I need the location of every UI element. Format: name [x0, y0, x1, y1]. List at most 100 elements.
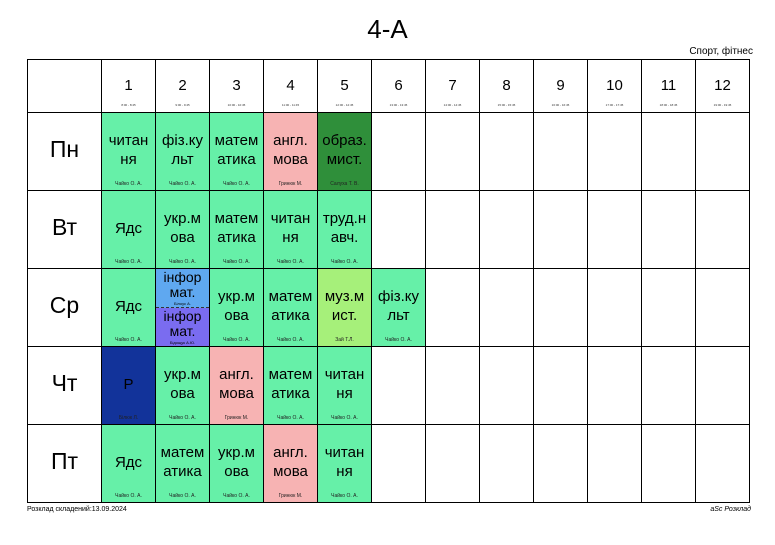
day-label-cell: Пн: [27, 112, 102, 191]
lesson-teacher: Чайко О. А.: [169, 415, 196, 421]
lesson-cell[interactable]: читан ня Чайко О. А.: [317, 424, 372, 503]
timetable-cell: [587, 268, 642, 347]
lesson-block[interactable]: укр.м ова Чайко О. А.: [210, 425, 263, 502]
lesson-block[interactable]: матем атика Чайко О. А.: [264, 347, 317, 424]
timetable-cell: [533, 424, 588, 503]
lesson-cell[interactable]: труд.н авч. Чайко О. А.: [317, 190, 372, 269]
lesson-teacher: Бідощук А.Ю.: [169, 340, 196, 345]
lesson-subject: укр.м ова: [218, 288, 255, 324]
timetable-cell: [425, 346, 480, 425]
day-name: Ср: [49, 292, 80, 318]
lesson-cell[interactable]: англ. мова Гринюк М.: [263, 112, 318, 191]
timetable-cell: [371, 190, 426, 269]
lesson-cell[interactable]: Ядс Чайко О. А.: [101, 424, 156, 503]
lesson-block[interactable]: матем атика Чайко О. А.: [210, 191, 263, 268]
lesson-block[interactable]: укр.м ова Чайко О. А.: [156, 191, 209, 268]
day-row: Чт Р Білюк Л. укр.м ова Чайко О. А. англ. мова Г…: [27, 346, 750, 425]
lesson-subject: укр.м ова: [164, 210, 201, 246]
timetable-cell: [425, 424, 480, 503]
period-header-6: 6 13:00 - 13:45: [371, 59, 426, 113]
lesson-block[interactable]: англ. мова Гринюк М.: [264, 425, 317, 502]
lesson-teacher: Гринюк М.: [224, 415, 249, 421]
lesson-block[interactable]: Ядс Чайко О. А.: [102, 425, 155, 502]
lesson-cell[interactable]: муз.м ист. Зай Т.Л.: [317, 268, 372, 347]
lesson-block[interactable]: фіз.ку льт Чайко О. А.: [372, 269, 425, 346]
lesson-cell[interactable]: англ. мова Гринюк М.: [263, 424, 318, 503]
lesson-block[interactable]: Р Білюк Л.: [102, 347, 155, 424]
lesson-block[interactable]: матем атика Чайко О. А.: [264, 269, 317, 346]
lesson-cell[interactable]: читан ня Чайко О. А.: [317, 346, 372, 425]
lesson-cell[interactable]: Ядс Чайко О. А.: [101, 268, 156, 347]
day-name: Пн: [49, 136, 80, 162]
timetable-cell: [641, 190, 696, 269]
lesson-cell[interactable]: Ядс Чайко О. А.: [101, 190, 156, 269]
lesson-block[interactable]: муз.м ист. Зай Т.Л.: [318, 269, 371, 346]
lesson-block[interactable]: образ. мист. Салуха Т. В.: [318, 113, 371, 190]
timetable-cell: [695, 424, 750, 503]
lesson-cell[interactable]: англ. мова Гринюк М.: [209, 346, 264, 425]
lesson-subject: англ. мова: [273, 132, 308, 168]
day-row: Ср Ядс Чайко О. А. інфор мат. Білоус А. інфор м…: [27, 268, 750, 347]
lesson-cell[interactable]: укр.м ова Чайко О. А.: [155, 346, 210, 425]
timetable-cell: [695, 346, 750, 425]
lesson-cell[interactable]: укр.м ова Чайко О. А.: [209, 424, 264, 503]
period-time: 17:00 - 17:45: [605, 103, 624, 107]
lesson-cell[interactable]: Р Білюк Л.: [101, 346, 156, 425]
lesson-block[interactable]: укр.м ова Чайко О. А.: [210, 269, 263, 346]
lesson-teacher: Салуха Т. В.: [330, 181, 359, 187]
lesson-teacher: Чайко О. А.: [277, 337, 304, 343]
lesson-cell[interactable]: читан ня Чайко О. А.: [263, 190, 318, 269]
lesson-block-group-2[interactable]: інфор мат. Бідощук А.Ю.: [156, 308, 209, 346]
timetable-cell: [587, 190, 642, 269]
lesson-teacher: Чайко О. А.: [223, 337, 250, 343]
lesson-block[interactable]: читан ня Чайко О. А.: [264, 191, 317, 268]
lesson-teacher: Чайко О. А.: [115, 337, 142, 343]
lesson-block[interactable]: читан ня Чайко О. А.: [318, 425, 371, 502]
footer-app-name: aSc Розклад: [710, 506, 751, 513]
lesson-subject: матем атика: [268, 366, 313, 402]
timetable-cell: [641, 424, 696, 503]
lesson-teacher: Чайко О. А.: [223, 493, 250, 499]
lesson-cell[interactable]: укр.м ова Чайко О. А.: [155, 190, 210, 269]
day-label-cell: Чт: [27, 346, 102, 425]
lesson-cell[interactable]: матем атика Чайко О. А.: [263, 268, 318, 347]
timetable-cell: [587, 424, 642, 503]
lesson-block[interactable]: Ядс Чайко О. А.: [102, 269, 155, 346]
lesson-block[interactable]: читан ня Чайко О. А.: [102, 113, 155, 190]
lesson-teacher: Чайко О. А.: [169, 259, 196, 265]
period-number: 6: [394, 77, 403, 94]
lesson-cell[interactable]: укр.м ова Чайко О. А.: [209, 268, 264, 347]
lesson-block[interactable]: читан ня Чайко О. А.: [318, 347, 371, 424]
lesson-cell[interactable]: матем атика Чайко О. А.: [209, 112, 264, 191]
lesson-teacher: Чайко О. А.: [169, 181, 196, 187]
lesson-cell[interactable]: образ. мист. Салуха Т. В.: [317, 112, 372, 191]
lesson-cell[interactable]: фіз.ку льт Чайко О. А.: [371, 268, 426, 347]
period-number: 3: [232, 77, 241, 94]
lesson-block[interactable]: матем атика Чайко О. А.: [156, 425, 209, 502]
timetable-cell: [425, 112, 480, 191]
period-header-3: 3 10:00 - 10:45: [209, 59, 264, 113]
lesson-block[interactable]: Ядс Чайко О. А.: [102, 191, 155, 268]
lesson-block[interactable]: укр.м ова Чайко О. А.: [156, 347, 209, 424]
period-time: 8:00 - 8:45: [121, 103, 136, 107]
lesson-teacher: Чайко О. А.: [331, 493, 358, 499]
lesson-subject: Ядс: [114, 220, 143, 237]
lesson-block[interactable]: матем атика Чайко О. А.: [210, 113, 263, 190]
lesson-cell[interactable]: матем атика Чайко О. А.: [155, 424, 210, 503]
lesson-subject: читан ня: [324, 444, 365, 480]
timetable-cell[interactable]: інфор мат. Білоус А. інфор мат. Бідощук А.Ю.: [155, 268, 210, 347]
period-number: 8: [502, 77, 511, 94]
lesson-block-group-1[interactable]: інфор мат. Білоус А.: [156, 269, 209, 308]
lesson-block[interactable]: англ. мова Гринюк М.: [264, 113, 317, 190]
day-row: Вт Ядс Чайко О. А. укр.м ова Чайко О. А. матем…: [27, 190, 750, 269]
lesson-cell[interactable]: читан ня Чайко О. А.: [101, 112, 156, 191]
lesson-cell[interactable]: фіз.ку льт Чайко О. А.: [155, 112, 210, 191]
corner-cell: [27, 59, 102, 113]
lesson-cell[interactable]: матем атика Чайко О. А.: [263, 346, 318, 425]
lesson-cell[interactable]: матем атика Чайко О. А.: [209, 190, 264, 269]
lesson-subject: фіз.ку льт: [378, 288, 419, 324]
lesson-block[interactable]: труд.н авч. Чайко О. А.: [318, 191, 371, 268]
lesson-block[interactable]: фіз.ку льт Чайко О. А.: [156, 113, 209, 190]
lesson-block[interactable]: англ. мова Гринюк М.: [210, 347, 263, 424]
period-header-2: 2 9:00 - 9:45: [155, 59, 210, 113]
